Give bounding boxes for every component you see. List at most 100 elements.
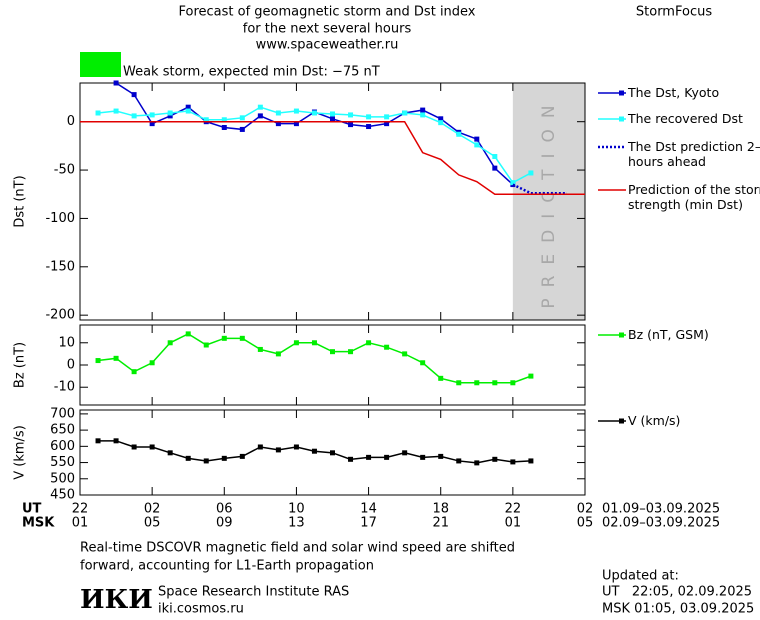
point [510, 380, 516, 386]
point [528, 170, 534, 176]
point [293, 444, 299, 450]
point [474, 136, 480, 142]
point [149, 121, 155, 127]
y-tick-label: 650 [50, 423, 75, 438]
point [420, 107, 426, 113]
y-axis-label: Bz (nT) [13, 342, 28, 388]
y-axis-label: Dst (nT) [13, 175, 28, 227]
y-tick-label: 0 [67, 358, 75, 373]
prediction-label: PREDICTION [539, 94, 559, 308]
point [330, 450, 335, 456]
point [384, 121, 390, 127]
point [348, 112, 354, 118]
y-tick-label: 600 [50, 439, 75, 454]
point [95, 438, 101, 444]
point [149, 112, 155, 118]
plot-frame [79, 324, 586, 406]
point [510, 180, 516, 186]
y-tick-label: 550 [50, 455, 75, 470]
point [311, 110, 317, 116]
msk-tick-label: 21 [432, 516, 449, 531]
point [311, 448, 317, 454]
point [348, 122, 354, 128]
y-tick-label: 10 [58, 335, 75, 350]
point [131, 369, 137, 375]
y-tick-label: -200 [45, 308, 75, 323]
point [492, 456, 498, 462]
point [275, 351, 281, 357]
point [438, 453, 444, 459]
msk-range: 02.09–03.09.2025 [602, 516, 720, 531]
point [492, 165, 498, 171]
msk-tick-label: 01 [505, 516, 522, 531]
series-line [80, 120, 585, 195]
point [366, 340, 372, 346]
updated: Updated at: [602, 569, 679, 584]
storm-box [80, 52, 121, 77]
ut-range: 01.09–03.09.2025 [602, 502, 720, 517]
legend-label: Bz (nT, GSM) [628, 327, 709, 342]
legend-label: The Dst, Kyoto [628, 85, 720, 100]
y-axis-label: V (km/s) [13, 425, 28, 480]
y-tick-label: 0 [67, 114, 75, 129]
point [402, 110, 408, 116]
point [203, 458, 209, 464]
y-tick-label: -100 [45, 211, 75, 226]
footer-note: Real-time DSCOVR magnetic field and sola… [80, 541, 515, 556]
point [438, 120, 444, 126]
footer-note: forward, accounting for L1-Earth propaga… [80, 559, 374, 574]
title-line: for the next several hours [243, 22, 412, 37]
point [492, 380, 498, 386]
legend-label: Prediction of the storm strength (min Ds… [628, 182, 760, 212]
legend-label: The recovered Dst [628, 111, 743, 126]
point [167, 450, 173, 456]
point [456, 380, 462, 386]
point [402, 351, 408, 357]
point [420, 454, 426, 460]
point [167, 110, 173, 116]
y-tick-label: -10 [54, 380, 75, 395]
point [239, 126, 245, 132]
series-line [512, 183, 567, 195]
x-tick-label: 10 [288, 502, 305, 517]
point [185, 104, 191, 110]
point [167, 340, 173, 346]
brand: StormFocus [636, 5, 712, 20]
point [239, 115, 245, 121]
y-tick-label: -50 [54, 163, 75, 178]
point [402, 450, 408, 456]
point [275, 121, 281, 127]
point [311, 340, 317, 346]
point [456, 131, 462, 137]
point [185, 108, 191, 114]
point [203, 342, 209, 348]
title-line: Forecast of geomagnetic storm and Dst in… [178, 5, 475, 20]
institute: Space Research Institute RAS [158, 585, 349, 600]
x-tick-label: 22 [72, 502, 89, 517]
point [257, 104, 263, 110]
legend-label: V (km/s) [628, 413, 681, 428]
point [149, 360, 155, 366]
point [203, 117, 209, 123]
point [131, 92, 137, 98]
point [221, 335, 227, 341]
updated: MSK 01:05, 03.09.2025 [602, 602, 754, 617]
x-tick-label: 22 [505, 502, 522, 517]
point [131, 444, 137, 450]
point [293, 121, 299, 127]
point [257, 113, 263, 119]
site: iki.cosmos.ru [158, 602, 244, 617]
point [366, 114, 372, 120]
legend-marker [619, 332, 624, 338]
point [456, 458, 462, 464]
point [438, 375, 444, 381]
point [131, 113, 137, 119]
point [384, 454, 390, 460]
point [275, 110, 281, 116]
point [185, 331, 191, 337]
prediction-zone [512, 83, 585, 320]
x-tick-label: 06 [216, 502, 233, 517]
point [239, 335, 245, 341]
storm-note: Weak storm, expected min Dst: −75 nT [123, 65, 380, 80]
